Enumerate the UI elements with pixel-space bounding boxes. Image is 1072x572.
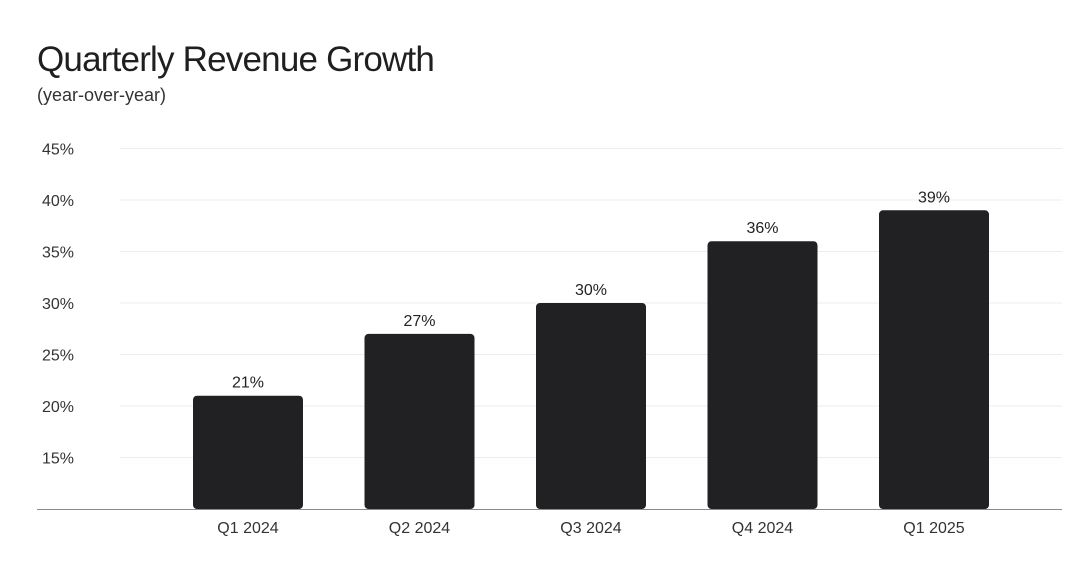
y-tick-label: 25% <box>42 348 74 365</box>
bar <box>193 395 303 509</box>
y-tick-label: 45% <box>42 142 74 159</box>
bar <box>364 333 475 509</box>
x-tick-label: Q4 2024 <box>732 520 793 537</box>
y-tick-label: 15% <box>42 451 74 468</box>
chart-title: Quarterly Revenue Growth <box>37 40 435 79</box>
y-tick-label: 40% <box>42 193 74 210</box>
bar <box>707 241 818 509</box>
y-tick-label: 20% <box>42 399 74 416</box>
bars <box>193 210 989 510</box>
x-tick-label: Q2 2024 <box>389 520 450 537</box>
x-tick-label: Q3 2024 <box>560 520 621 537</box>
x-axis-ticks: Q1 2024 Q2 2024 Q3 2024 Q4 2024 Q1 2025 <box>217 520 964 537</box>
data-label: 21% <box>232 375 264 392</box>
y-axis-ticks: 15% 20% 25% 30% 35% 40% 45% <box>42 142 74 468</box>
bar <box>879 210 989 510</box>
y-tick-label: 35% <box>42 245 74 262</box>
y-tick-label: 30% <box>42 296 74 313</box>
data-labels: 21% 27% 30% 36% 39% <box>232 189 950 391</box>
chart-subtitle: (year-over-year) <box>37 85 167 105</box>
data-label: 36% <box>746 220 778 237</box>
x-tick-label: Q1 2024 <box>217 520 278 537</box>
data-label: 27% <box>403 313 435 330</box>
data-label: 30% <box>575 282 607 299</box>
bar <box>536 303 646 509</box>
data-label: 39% <box>918 189 950 206</box>
x-tick-label: Q1 2025 <box>903 520 964 537</box>
